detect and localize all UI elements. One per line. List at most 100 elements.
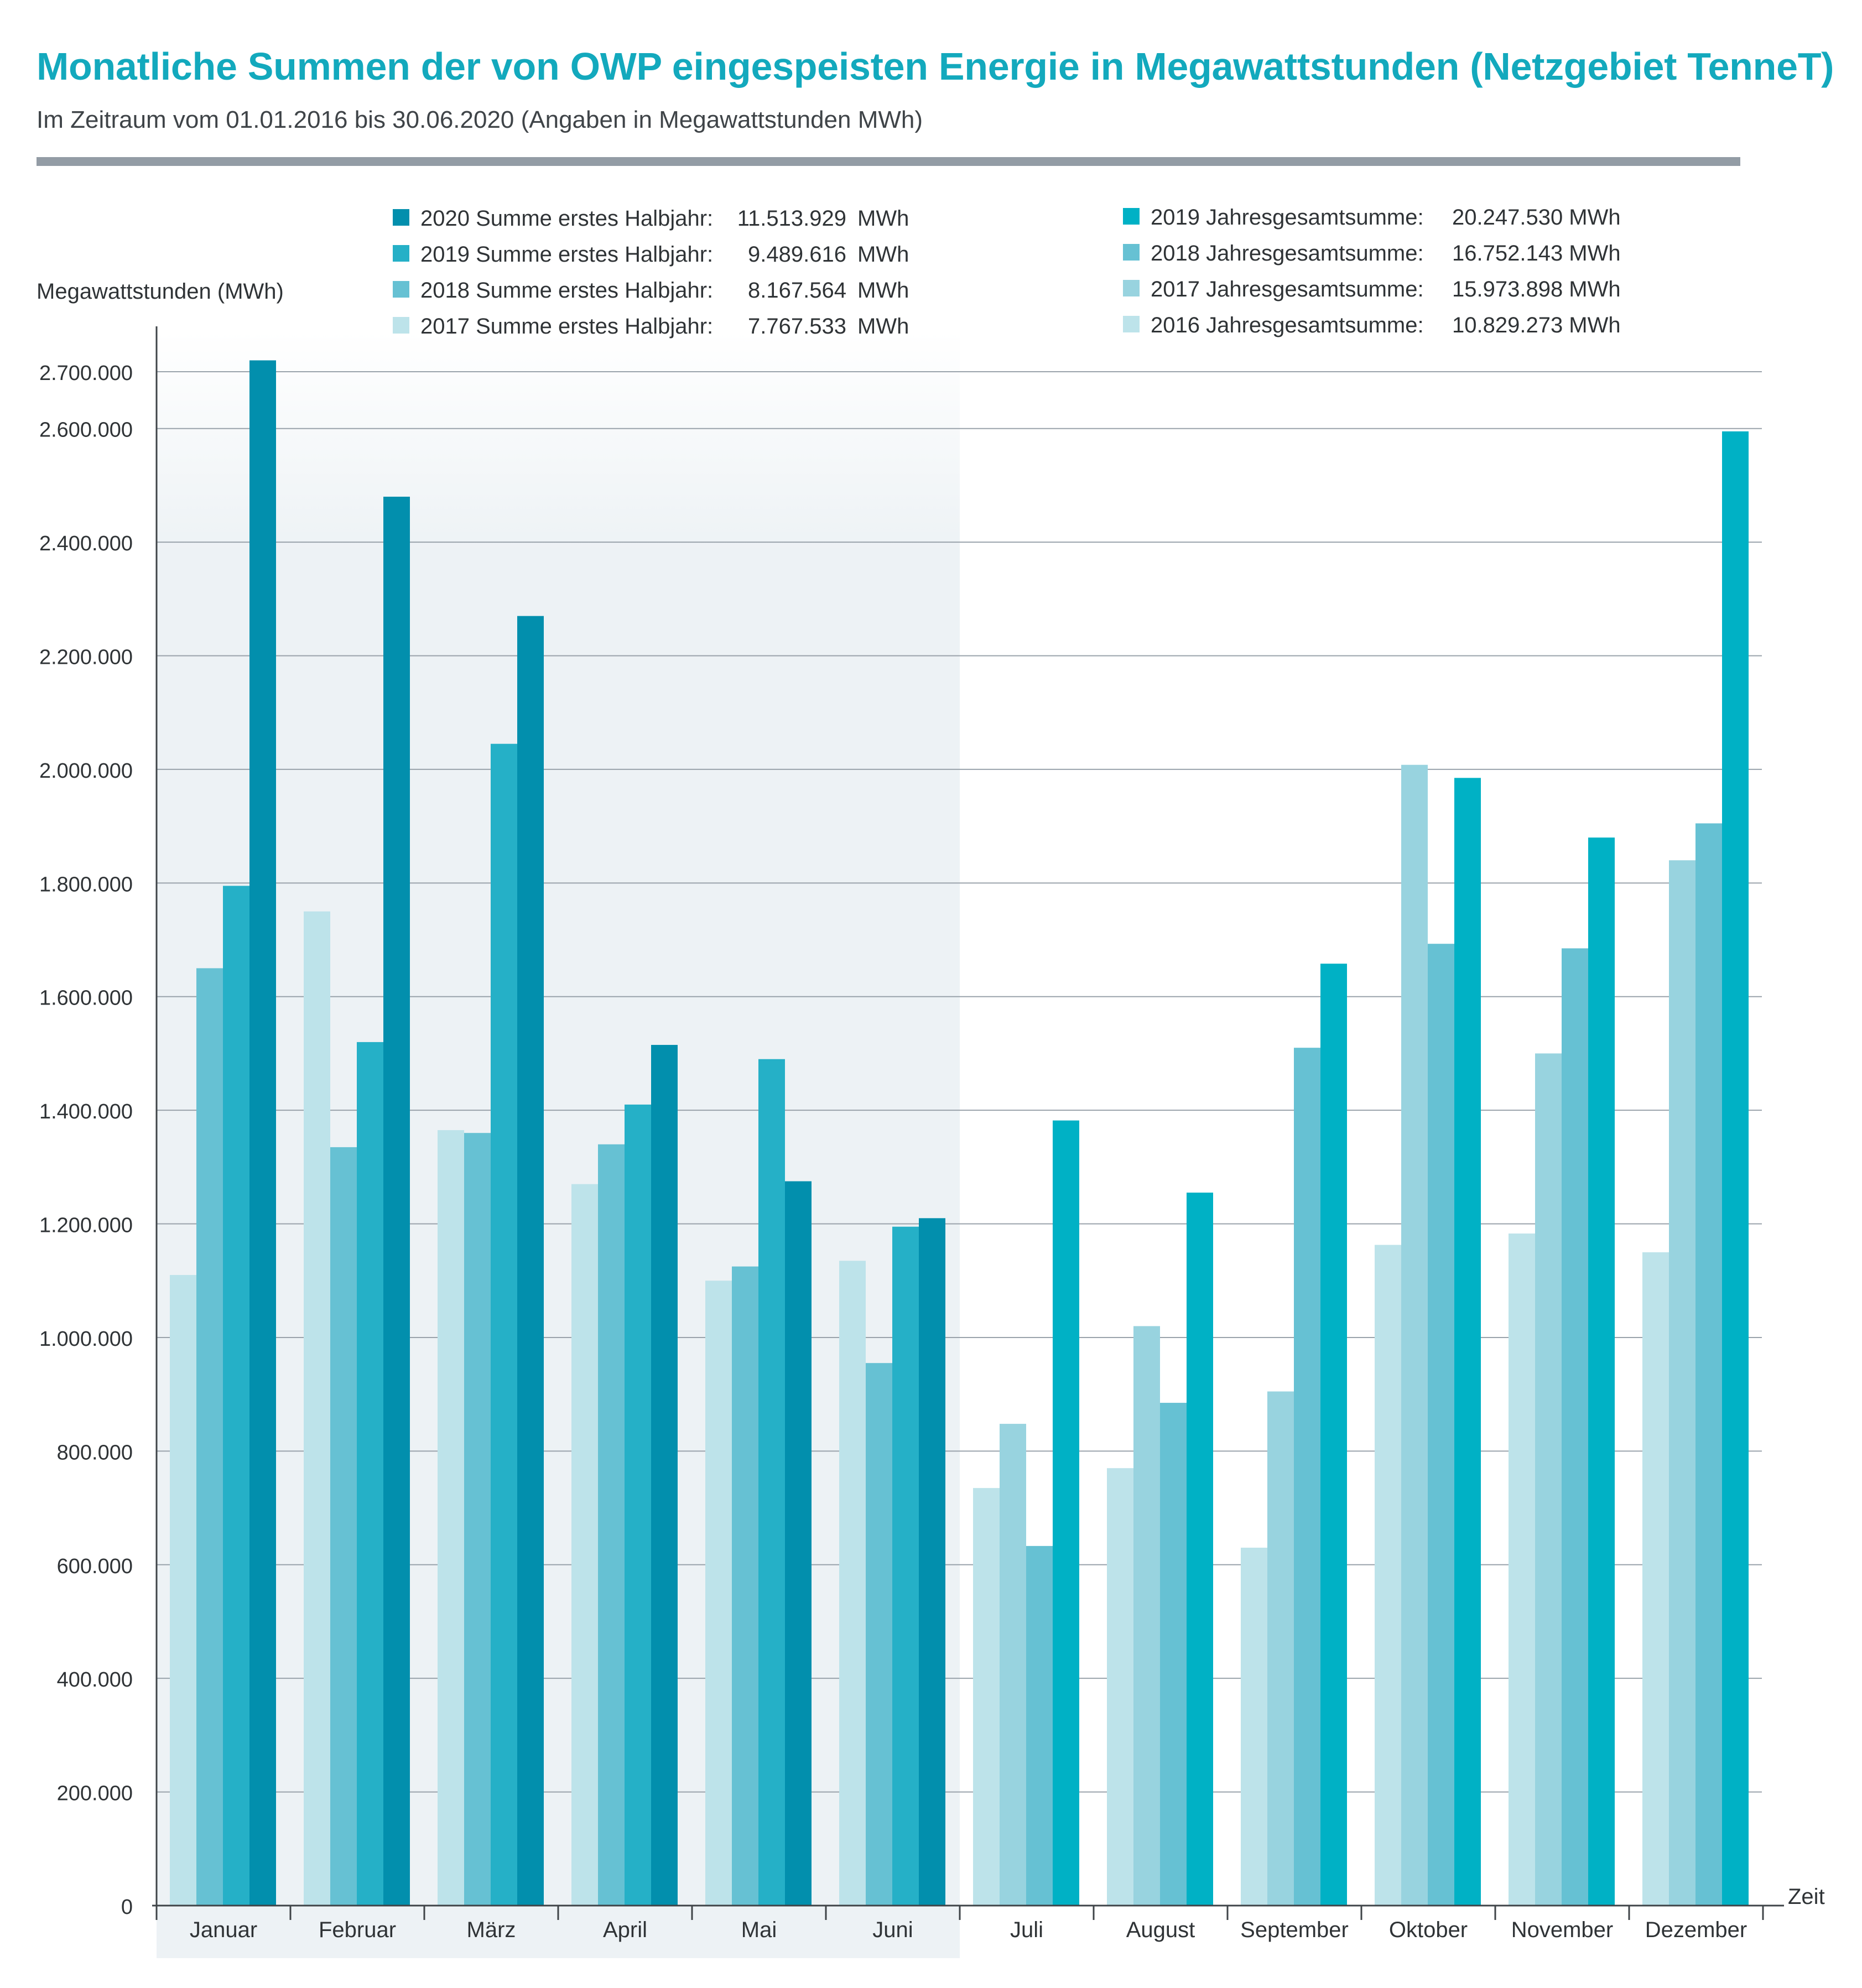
legend-value: 20.247.530 MWh <box>1452 205 1621 230</box>
y-tick-label: 1.600.000 <box>39 987 133 1010</box>
y-tick-label: 1.400.000 <box>39 1100 133 1123</box>
bar <box>1428 944 1454 1906</box>
bar <box>383 496 410 1906</box>
legend-value: 11.513.929 <box>737 206 846 231</box>
bar <box>758 1059 785 1906</box>
y-tick-label: 0 <box>121 1896 133 1919</box>
bar <box>170 1274 196 1906</box>
bar <box>866 1363 892 1906</box>
bar <box>1160 1403 1187 1906</box>
legend-label: 2018 Jahresgesamtsumme: <box>1151 241 1424 266</box>
y-tick-label: 1.000.000 <box>39 1328 133 1351</box>
legend-swatch <box>393 209 409 226</box>
y-tick-label: 2.400.000 <box>39 532 133 555</box>
legend-unit: MWh <box>857 242 909 267</box>
bar <box>1535 1053 1562 1906</box>
x-tick-label: Juli <box>1010 1918 1043 1942</box>
legend-value: 16.752.143 MWh <box>1452 241 1621 266</box>
bar <box>464 1133 491 1906</box>
x-axis-label: Zeit <box>1788 1885 1825 1909</box>
bar <box>732 1266 758 1906</box>
bar <box>1294 1048 1320 1906</box>
bar <box>1053 1120 1079 1906</box>
legend-label: 2019 Summe erstes Halbjahr: <box>420 242 713 267</box>
legend-swatch <box>393 245 409 262</box>
x-tick-label: April <box>603 1918 647 1942</box>
bar <box>517 616 544 1906</box>
y-tick-label: 1.800.000 <box>39 873 133 896</box>
title-divider <box>37 157 1740 166</box>
y-tick-label: 800.000 <box>57 1441 133 1464</box>
y-tick-label: 1.200.000 <box>39 1214 133 1237</box>
bar <box>1375 1245 1401 1906</box>
bar <box>839 1261 866 1906</box>
chart-subtitle: Im Zeitraum vom 01.01.2016 bis 30.06.202… <box>37 106 923 133</box>
legend-value: 9.489.616 <box>748 242 846 267</box>
bar <box>785 1181 812 1906</box>
y-tick-label: 2.000.000 <box>39 759 133 783</box>
bar <box>973 1488 1000 1906</box>
bar <box>1133 1326 1160 1906</box>
bar <box>1722 431 1749 1906</box>
bar <box>1107 1468 1133 1906</box>
bar <box>491 743 517 1906</box>
x-tick-label: August <box>1126 1918 1195 1942</box>
y-tick-label: 2.200.000 <box>39 646 133 669</box>
bar <box>1000 1424 1026 1906</box>
x-tick-label: November <box>1511 1918 1614 1942</box>
legend-label: 2016 Jahresgesamtsumme: <box>1151 313 1424 337</box>
x-tick-label: März <box>467 1918 516 1942</box>
legend-unit: MWh <box>857 206 909 231</box>
legend-swatch <box>1123 316 1140 332</box>
x-tick-label: Dezember <box>1645 1918 1747 1942</box>
legend-label: 2017 Summe erstes Halbjahr: <box>420 314 713 339</box>
bar <box>1401 764 1428 1906</box>
bar <box>1454 778 1481 1906</box>
legend-label: 2018 Summe erstes Halbjahr: <box>420 278 713 303</box>
bar <box>330 1147 357 1906</box>
bar <box>1187 1193 1213 1906</box>
legend-unit: MWh <box>857 314 909 339</box>
bar <box>1562 948 1588 1906</box>
legend-value: 8.167.564 <box>748 278 846 303</box>
bar <box>1241 1547 1267 1906</box>
y-tick-label: 400.000 <box>57 1668 133 1692</box>
legend-swatch <box>1123 244 1140 261</box>
bar <box>705 1281 732 1906</box>
first-half-shading <box>157 332 960 1906</box>
bar <box>196 968 223 1906</box>
legend-swatch <box>1123 280 1140 296</box>
bar <box>1509 1234 1535 1906</box>
bar <box>438 1130 464 1906</box>
bar <box>357 1042 383 1906</box>
bar <box>249 360 276 1906</box>
bar <box>625 1104 651 1906</box>
x-tick-label: Februar <box>319 1918 396 1942</box>
bar <box>1588 837 1615 1906</box>
bar <box>1642 1252 1669 1906</box>
legend-value: 7.767.533 <box>748 314 846 339</box>
legend-swatch <box>393 281 409 298</box>
x-tick-label: Januar <box>190 1918 257 1942</box>
legend-label: 2017 Jahresgesamtsumme: <box>1151 277 1424 301</box>
bar <box>1026 1545 1053 1906</box>
bar <box>1669 860 1695 1906</box>
bar <box>1267 1391 1294 1906</box>
chart-title: Monatliche Summen der von OWP eingespeis… <box>37 45 1834 88</box>
bar <box>1695 823 1722 1906</box>
bar <box>919 1218 945 1906</box>
x-tick-label: September <box>1240 1918 1349 1942</box>
bar <box>223 886 249 1906</box>
y-tick-label: 600.000 <box>57 1555 133 1578</box>
legend-unit: MWh <box>857 278 909 303</box>
bar <box>304 911 330 1906</box>
y-tick-label: 2.600.000 <box>39 419 133 442</box>
y-tick-label: 200.000 <box>57 1782 133 1805</box>
bar <box>1320 964 1347 1906</box>
y-tick-label: 2.700.000 <box>39 362 133 385</box>
x-tick-label: Juni <box>872 1918 913 1942</box>
y-axis-label: Megawattstunden (MWh) <box>37 279 284 304</box>
legend-value: 10.829.273 MWh <box>1452 313 1621 337</box>
legend-label: 2019 Jahresgesamtsumme: <box>1151 205 1424 230</box>
